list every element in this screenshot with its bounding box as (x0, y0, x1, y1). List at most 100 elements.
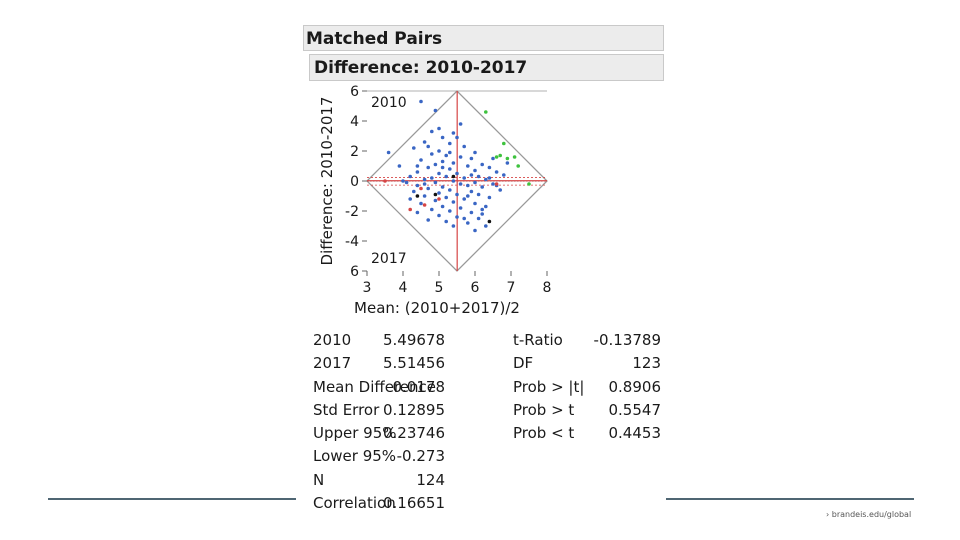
stat-label: Mean Difference (313, 377, 436, 396)
data-point-blue (458, 122, 463, 126)
stat-value-2: 123 (632, 354, 661, 373)
data-point-blue (408, 197, 412, 201)
stat-value-2: -0.13789 (593, 331, 661, 349)
stat-label-2: DF (513, 354, 534, 373)
data-point-blue (440, 135, 445, 140)
stat-value-2: 0.4453 (608, 424, 662, 443)
data-point-green (516, 164, 520, 168)
data-point-blue (469, 189, 474, 194)
x-tick-label: 4 (399, 280, 408, 296)
data-point-blue (408, 174, 412, 179)
data-point-blue (433, 180, 438, 185)
data-point-blue (444, 153, 448, 158)
data-point-blue (397, 164, 402, 168)
data-point-red (422, 203, 427, 207)
stat-label: Upper 95% (313, 424, 397, 443)
data-point-blue (419, 158, 423, 162)
divider-right (666, 498, 914, 500)
y-tick-label: 6 (350, 264, 359, 280)
data-point-blue (455, 135, 459, 140)
data-point-blue (487, 165, 492, 170)
data-point-blue (469, 210, 474, 215)
y-tick-label: 6 (350, 85, 359, 100)
data-point-blue (430, 152, 434, 156)
data-point-blue (466, 194, 470, 198)
data-point-blue (419, 99, 423, 104)
data-point-blue (462, 144, 466, 149)
data-point-blue (440, 165, 445, 170)
stat-value: 0.16651 (382, 494, 445, 513)
data-point-blue (426, 186, 430, 191)
data-point-blue (437, 126, 441, 131)
x-tick-label: 5 (435, 280, 444, 296)
data-point-blue (412, 189, 416, 194)
data-point-blue (437, 171, 441, 176)
stat-label-2: Prob < t (513, 424, 575, 443)
plot-marks (383, 99, 531, 233)
data-point-green (494, 155, 499, 159)
data-point-blue (433, 198, 438, 203)
stats-row: 2017 5.51456 DF 123 (313, 352, 663, 375)
data-point-blue (487, 195, 492, 200)
stat-label: 2010 (313, 331, 352, 349)
report-title[interactable]: Matched Pairs (303, 25, 664, 51)
report-subtitle[interactable]: Difference: 2010-2017 (309, 54, 664, 81)
data-point-blue (480, 207, 484, 212)
data-point-blue (487, 176, 492, 180)
data-point-blue (448, 209, 452, 213)
divider-left (48, 498, 296, 500)
data-point-blue (480, 212, 484, 216)
data-point-black (487, 219, 492, 224)
x-axis-title: Mean: (2010+2017)/2 (354, 299, 520, 317)
data-point-green (505, 156, 510, 161)
data-point-blue (404, 180, 409, 185)
stat-value: 0.23746 (382, 424, 445, 443)
data-point-blue (473, 168, 477, 173)
data-point-blue (491, 182, 495, 186)
data-point-black (451, 174, 456, 179)
data-point-blue (455, 215, 459, 219)
data-point-blue (422, 182, 427, 186)
data-point-green (527, 182, 531, 186)
data-point-blue (451, 131, 456, 135)
stat-value: 0.12895 (382, 400, 445, 419)
data-point-red (494, 182, 499, 186)
stat-value-2: 0.8906 (608, 377, 662, 396)
stat-label: Std Error (313, 400, 380, 419)
data-point-black (433, 192, 438, 197)
data-point-blue (448, 150, 452, 155)
data-point-blue (462, 216, 466, 221)
data-point-blue (469, 156, 474, 161)
data-point-blue (412, 146, 416, 150)
data-point-blue (480, 185, 484, 189)
data-point-blue (466, 183, 470, 188)
y-tick-label: 0 (350, 174, 359, 190)
data-point-blue (430, 207, 434, 212)
data-point-blue (440, 185, 445, 189)
data-point-blue (484, 224, 488, 228)
stat-label: Lower 95% (313, 447, 397, 466)
data-point-blue (462, 197, 466, 201)
stat-value: 5.51456 (382, 354, 445, 373)
data-point-green (512, 155, 517, 159)
data-point-blue (473, 228, 477, 233)
data-point-blue (458, 155, 463, 159)
data-point-blue (422, 177, 427, 182)
data-point-blue (437, 213, 441, 218)
footer-url[interactable]: › brandeis.edu/global (826, 510, 912, 519)
data-point-blue (498, 188, 502, 192)
data-point-blue (451, 179, 456, 183)
data-point-blue (491, 156, 495, 161)
data-point-blue (466, 221, 470, 225)
stat-value: 124 (416, 470, 445, 489)
y-axis-title: Difference: 2010-2017 (318, 97, 336, 266)
data-point-blue (401, 179, 405, 183)
data-point-blue (448, 188, 452, 192)
data-point-blue (451, 200, 456, 204)
data-point-blue (440, 159, 445, 164)
data-point-green (498, 153, 502, 158)
data-point-red (437, 197, 441, 201)
data-point-blue (437, 191, 441, 195)
data-point-red (419, 186, 423, 191)
